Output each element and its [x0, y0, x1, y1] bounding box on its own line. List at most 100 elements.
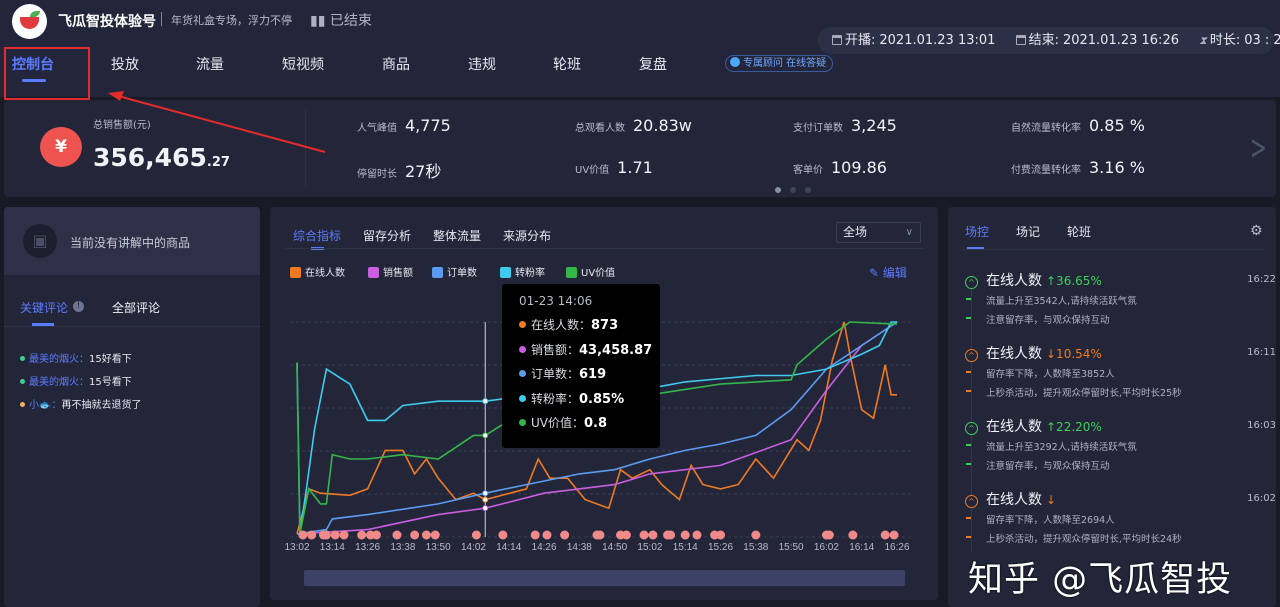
comment-marker	[421, 530, 431, 540]
comment-marker	[410, 530, 420, 540]
series-dot	[519, 370, 526, 377]
nav-console[interactable]: 控制台	[12, 57, 54, 73]
x-tick-label: 14:14	[496, 542, 521, 553]
event-change: ↓10.54%	[1046, 347, 1102, 361]
advisor-button[interactable]: 专属顾问 在线答疑	[725, 55, 834, 72]
tooltip-time: 01-23 14:06	[519, 294, 593, 308]
legend-item[interactable]: UV价值	[566, 264, 615, 279]
cursor-point	[482, 490, 489, 497]
timeline-line	[971, 282, 972, 552]
metric-4: 支付订单数 3,245	[793, 116, 897, 135]
nav-violations[interactable]: 违规	[468, 57, 496, 73]
event-suggestion: 留存率下降，人数降至2694人	[986, 515, 1115, 526]
edit-button[interactable]: ✎ 编辑	[869, 264, 907, 281]
page-dot[interactable]	[790, 187, 796, 193]
x-tick-label: 15:50	[779, 542, 804, 553]
divider	[305, 108, 306, 188]
legend-label: 转粉率	[515, 268, 545, 279]
comments-panel	[4, 207, 260, 607]
comment-marker	[530, 530, 540, 540]
info-icon[interactable]: !	[73, 301, 84, 312]
tab-traffic[interactable]: 整体流量	[433, 229, 482, 243]
event-suggestion: 留存率下降，人数降至3852人	[986, 369, 1115, 380]
nav-ads[interactable]: 投放	[111, 57, 139, 73]
tab-field-control[interactable]: 场控	[965, 225, 990, 239]
tab-retention[interactable]: 留存分析	[363, 229, 412, 243]
divider	[286, 248, 924, 249]
tab-overall-metrics[interactable]: 综合指标	[293, 229, 342, 243]
timeline-event[interactable]: ^ 在线人数 ↓ 16:02 留存率下降，人数降至2694人 上秒杀活动，提升观众停留时长…	[963, 489, 1276, 553]
tab-source[interactable]: 来源分布	[503, 229, 552, 243]
comment-user[interactable]: 最美的烟火：	[29, 354, 89, 365]
series-line-销售额	[296, 321, 898, 535]
chart-range-slider[interactable]	[304, 570, 905, 586]
tooltip-value: 0.85%	[579, 391, 625, 407]
status-dot	[20, 379, 25, 384]
legend-swatch	[368, 267, 379, 278]
x-tick-label: 14:02	[461, 542, 486, 553]
tooltip-value: 873	[591, 318, 619, 333]
comment-marker	[371, 530, 381, 540]
legend-item[interactable]: 转粉率	[500, 264, 545, 279]
comment-marker	[751, 530, 761, 540]
legend-swatch	[566, 267, 577, 278]
tooltip-row: 转粉率：0.85%	[519, 390, 660, 415]
event-metric: 在线人数	[986, 346, 1042, 362]
chart-tooltip: 01-23 14:06 在线人数：873 销售额：43,458.87 订单数：619…	[502, 284, 660, 448]
comment-user[interactable]: 小🐟：	[29, 400, 62, 411]
bullet	[966, 390, 971, 392]
x-tick-label: 15:38	[743, 542, 768, 553]
duration-label: 时长:	[1209, 33, 1241, 48]
metric-label: 人气峰值	[357, 123, 397, 134]
bar-chart-icon: ▮▮	[310, 13, 330, 29]
tab-shifts[interactable]: 轮班	[1067, 225, 1092, 239]
timeline-event[interactable]: ^ 在线人数 ↑36.65% 16:22 流量上升至3542人,请持续活跃气氛 注意留存率…	[963, 270, 1276, 334]
comment-marker	[692, 530, 702, 540]
comment-marker	[330, 530, 340, 540]
page-dot[interactable]	[805, 187, 811, 193]
metric-value: 109.86	[831, 158, 887, 177]
page-dot[interactable]	[775, 187, 781, 193]
chevron-down-icon: ∨	[905, 227, 913, 238]
legend-item[interactable]: 在线人数	[290, 264, 345, 279]
nav-shifts[interactable]: 轮班	[553, 57, 581, 73]
line-chart[interactable]: 13:02 13:14 13:26 13:38 13:50 14:02 14:14 14:26…	[280, 300, 920, 560]
timeline-event[interactable]: ^ 在线人数 ↓10.54% 16:11 留存率下降，人数降至3852人 上秒杀活动，提升…	[963, 343, 1276, 407]
series-line-订单数	[296, 321, 898, 535]
comment-marker	[648, 530, 658, 540]
bullet	[966, 536, 971, 538]
box-icon: ▣	[23, 224, 57, 258]
legend-swatch	[432, 267, 443, 278]
comment-marker	[889, 530, 899, 540]
gear-icon[interactable]: ⚙	[1250, 223, 1263, 239]
legend-item[interactable]: 销售额	[368, 264, 413, 279]
metric-label: UV价值	[575, 165, 610, 176]
metric-label: 总观看人数	[575, 123, 625, 134]
metric-2: 总观看人数 20.83w	[575, 116, 692, 135]
event-suggestion: 流量上升至3292人,请持续活跃气氛	[986, 442, 1137, 453]
live-title: 年货礼盒专场，浮力不停	[171, 14, 292, 27]
tab-key-comments[interactable]: 关键评论	[20, 301, 69, 315]
legend-label: UV价值	[581, 268, 616, 279]
comment-marker	[307, 530, 317, 540]
start-time: 2021.01.23 13:01	[879, 33, 996, 48]
tab-all-comments[interactable]: 全部评论	[112, 301, 161, 315]
timeline-event[interactable]: ^ 在线人数 ↑22.20% 16:03 流量上升至3292人,请持续活跃气氛 注意留存率…	[963, 416, 1276, 480]
nav-products[interactable]: 商品	[382, 57, 410, 73]
comment-user[interactable]: 最美的烟火：	[29, 377, 89, 388]
scope-select[interactable]: 全场 ∨	[836, 222, 921, 243]
nav-review[interactable]: 复盘	[639, 57, 667, 73]
series-line-在线人数	[296, 321, 897, 535]
tab-field-notes[interactable]: 场记	[1016, 225, 1041, 239]
annotation-highlight-box	[4, 47, 90, 100]
nav-short-video[interactable]: 短视频	[282, 57, 324, 73]
end-label: 结束:	[1028, 33, 1059, 48]
nav-traffic[interactable]: 流量	[196, 57, 224, 73]
comment-marker	[824, 530, 834, 540]
event-change: ↓	[1046, 493, 1057, 507]
end-time: 2021.01.23 16:26	[1062, 33, 1179, 48]
legend-item[interactable]: 订单数	[432, 264, 477, 279]
x-tick-label: 13:14	[320, 542, 345, 553]
comment-marker	[498, 530, 508, 540]
next-arrow-icon[interactable]: >	[1249, 128, 1267, 168]
